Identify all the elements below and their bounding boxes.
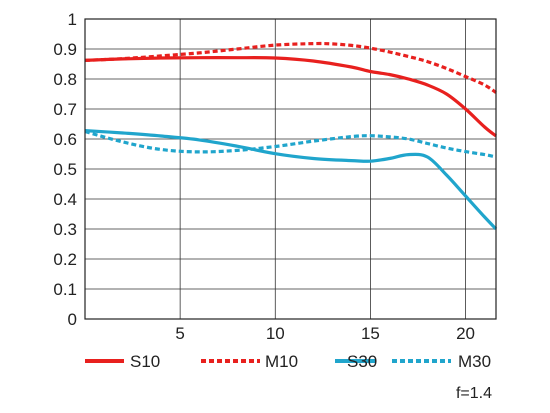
legend-label-m30: M30 bbox=[458, 352, 491, 371]
y-tick-label: 0.9 bbox=[53, 40, 77, 59]
y-tick-label: 0.6 bbox=[53, 130, 77, 149]
series-line-m10 bbox=[84, 41, 497, 94]
y-tick-label: 0.5 bbox=[53, 160, 77, 179]
chart-series bbox=[84, 41, 498, 231]
x-axis-tick-labels: 5 10 15 20 bbox=[175, 324, 475, 343]
x-tick-label: 5 bbox=[175, 324, 184, 343]
plot-frame bbox=[84, 18, 497, 320]
y-tick-label: 0 bbox=[68, 310, 77, 329]
series-line-s30 bbox=[84, 129, 498, 231]
series-line-m30 bbox=[84, 129, 497, 159]
y-tick-label: 1 bbox=[68, 10, 77, 29]
y-tick-label: 0.4 bbox=[53, 190, 77, 209]
y-tick-label: 0.7 bbox=[53, 100, 77, 119]
legend-label-s10: S10 bbox=[130, 352, 160, 371]
legend-label-s30: S30 bbox=[347, 352, 377, 371]
y-axis-tick-labels: 0 0.1 0.2 0.3 0.4 0.5 0.6 0.7 0.8 0.9 1 bbox=[53, 10, 77, 329]
y-tick-label: 0.2 bbox=[53, 250, 77, 269]
x-tick-label: 15 bbox=[361, 324, 380, 343]
series-line-s10 bbox=[84, 56, 497, 138]
x-tick-label: 10 bbox=[266, 324, 285, 343]
y-tick-label: 0.1 bbox=[53, 280, 77, 299]
y-tick-label: 0.8 bbox=[53, 70, 77, 89]
chart-legend: S10 M10 S30 M30 bbox=[85, 352, 491, 371]
aperture-annotation: f=1.4 bbox=[456, 385, 492, 402]
y-tick-label: 0.3 bbox=[53, 220, 77, 239]
x-tick-label: 20 bbox=[456, 324, 475, 343]
legend-label-m10: M10 bbox=[265, 352, 298, 371]
